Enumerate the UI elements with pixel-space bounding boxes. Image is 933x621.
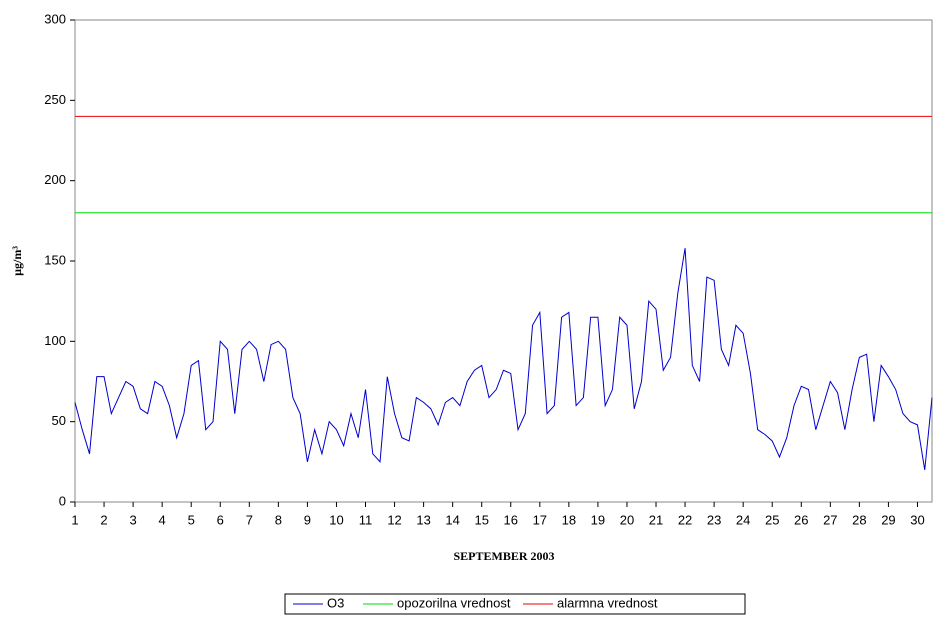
y-tick-label: 150: [44, 252, 66, 267]
x-tick-label: 28: [852, 512, 866, 527]
y-tick-label: 100: [44, 333, 66, 348]
x-tick-label: 27: [823, 512, 837, 527]
x-tick-label: 26: [794, 512, 808, 527]
legend-label: opozorilna vrednost: [397, 595, 511, 610]
plot-frame: [74, 19, 933, 503]
x-tick-label: 22: [678, 512, 692, 527]
x-tick-label: 21: [649, 512, 663, 527]
x-tick-label: 24: [736, 512, 750, 527]
y-tick-label: 0: [59, 493, 66, 508]
x-tick-label: 10: [329, 512, 343, 527]
x-tick-label: 25: [765, 512, 779, 527]
legend-label: O3: [327, 595, 344, 610]
x-tick-label: 20: [620, 512, 634, 527]
x-tick-label: 18: [562, 512, 576, 527]
legend-box: [284, 593, 746, 615]
x-tick-label: 5: [188, 512, 195, 527]
x-tick-label: 12: [387, 512, 401, 527]
x-tick-label: 17: [533, 512, 547, 527]
y-tick-label: 200: [44, 172, 66, 187]
x-tick-label: 23: [707, 512, 721, 527]
y-tick-label: 300: [44, 11, 66, 26]
x-tick-label: 11: [359, 512, 373, 527]
x-tick-label: 30: [910, 512, 924, 527]
x-tick-label: 15: [474, 512, 488, 527]
y-tick-label: 50: [52, 413, 66, 428]
x-tick-label: 7: [246, 512, 253, 527]
legend-label: alarmna vrednost: [557, 595, 658, 610]
x-tick-label: 6: [217, 512, 224, 527]
x-tick-label: 19: [591, 512, 605, 527]
x-tick-label: 1: [71, 512, 78, 527]
x-tick-label: 13: [416, 512, 430, 527]
series-line: [74, 248, 933, 470]
x-tick-label: 16: [504, 512, 518, 527]
x-tick-label: 29: [881, 512, 895, 527]
x-tick-label: 14: [445, 512, 459, 527]
x-tick-label: 2: [100, 512, 107, 527]
x-tick-label: 8: [275, 512, 282, 527]
x-axis-title: SEPTEMBER 2003: [453, 549, 554, 563]
x-tick-label: 4: [159, 512, 166, 527]
x-tick-label: 9: [304, 512, 311, 527]
x-tick-label: 3: [129, 512, 136, 527]
y-axis-title: µg/m³: [10, 246, 24, 276]
y-tick-label: 250: [44, 92, 66, 107]
